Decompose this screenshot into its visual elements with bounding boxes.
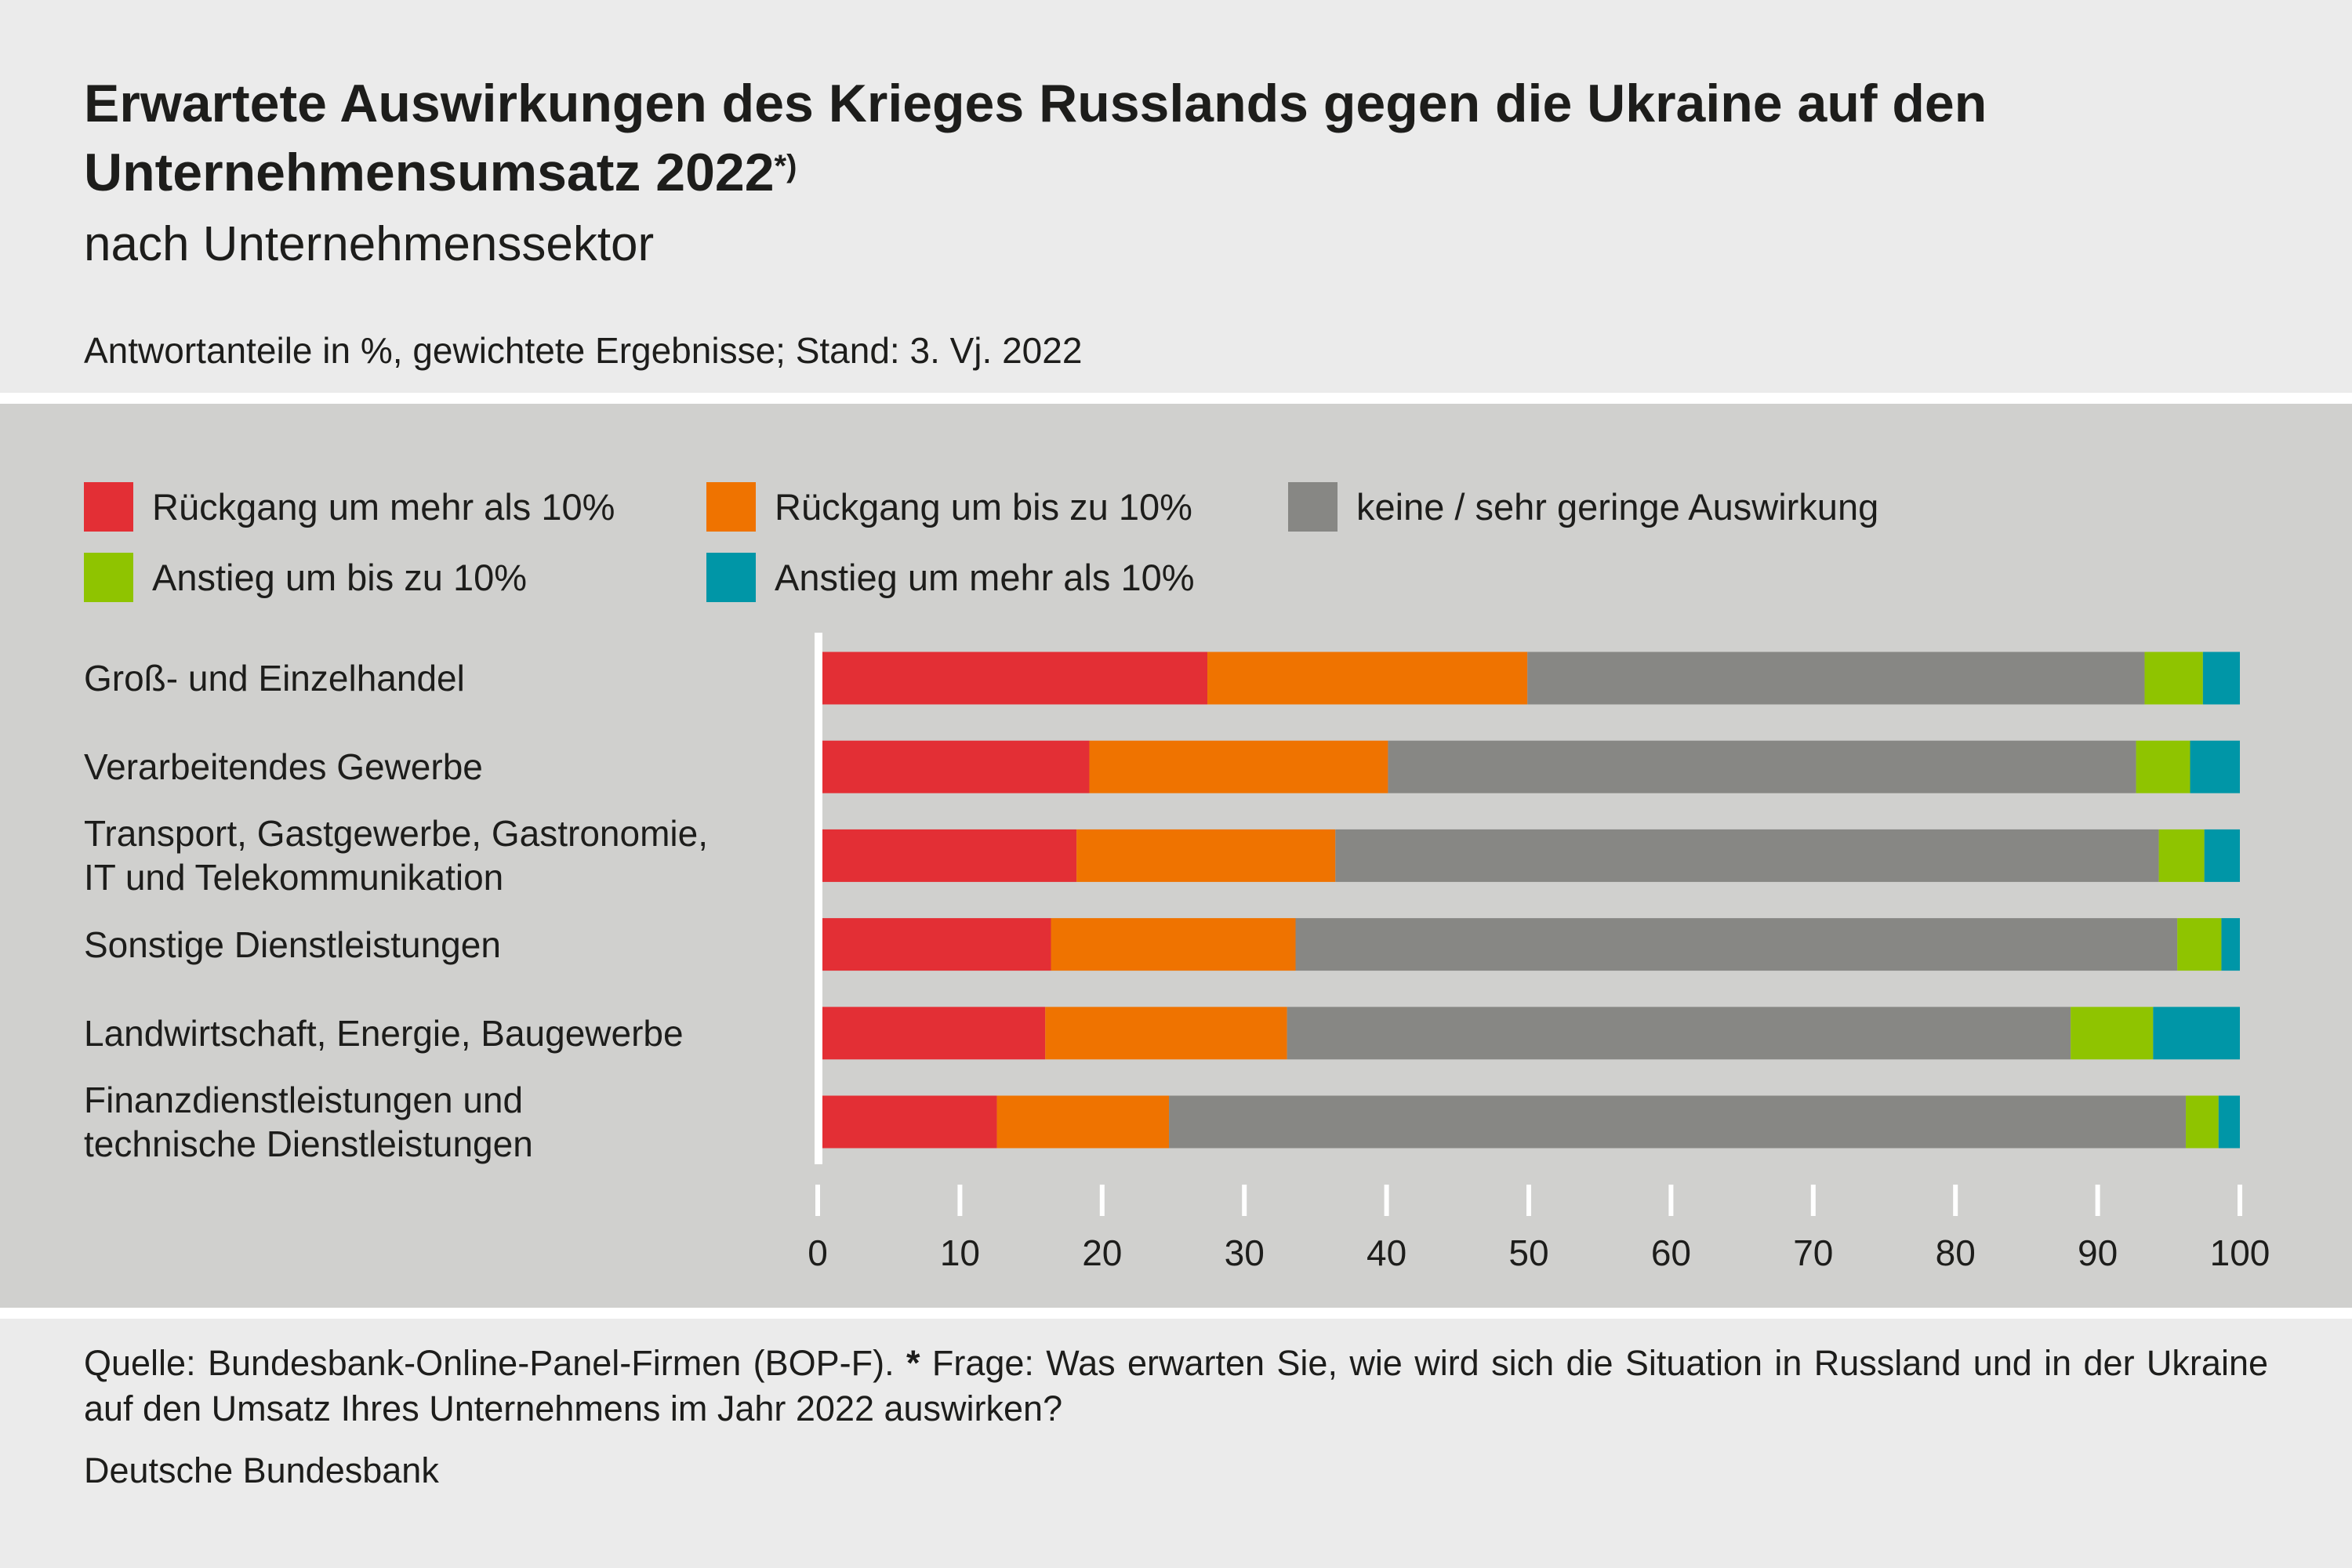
category-label: Verarbeitendes Gewerbe (84, 745, 483, 789)
legend-label: Rückgang um mehr als 10% (152, 486, 615, 528)
footnote-text: Frage: Was erwarten Sie, wie wird sich d… (84, 1343, 2268, 1428)
divider (0, 393, 2352, 404)
footnote-mark: * (906, 1343, 920, 1383)
x-tick (1953, 1185, 1958, 1216)
legend-item: Rückgang um bis zu 10% (706, 482, 1192, 532)
bar-segment (1527, 652, 2145, 705)
divider (0, 1308, 2352, 1319)
bar-segment (2153, 1007, 2240, 1060)
bar-segment (818, 652, 1208, 705)
x-tick (815, 1185, 820, 1216)
legend-label: Anstieg um bis zu 10% (152, 557, 528, 598)
category-label: Groß- und Einzelhandel (84, 656, 465, 700)
chart-subtitle: nach Unternehmenssektor (84, 217, 655, 271)
bar-segment (2190, 740, 2240, 793)
y-axis-line (815, 633, 822, 1164)
x-tick-label: 70 (1793, 1232, 1833, 1273)
bar-segment (2186, 1095, 2219, 1149)
bar-segment (2204, 829, 2240, 882)
legend-swatch (706, 482, 756, 532)
bar-segment (818, 829, 1077, 882)
category-label: Sonstige Dienstleistungen (84, 923, 501, 967)
bar-segment (818, 740, 1090, 793)
bar-segment (1335, 829, 2159, 882)
bar-segment (2202, 652, 2240, 705)
bar-segment (2071, 1007, 2154, 1060)
legend-label: keine / sehr geringe Auswirkung (1356, 486, 1879, 528)
bar-segment (1169, 1095, 2187, 1149)
x-tick-label: 80 (1936, 1232, 1976, 1273)
organization: Deutsche Bundesbank (84, 1450, 439, 1490)
x-tick-label: 100 (2210, 1232, 2270, 1273)
x-tick (1242, 1185, 1247, 1216)
x-tick-label: 20 (1082, 1232, 1122, 1273)
legend-item: keine / sehr geringe Auswirkung (1288, 482, 1878, 532)
title-line-1: Erwartete Auswirkungen des Krieges Russl… (84, 74, 1987, 133)
bar-segment (2144, 652, 2203, 705)
category-label-line: Transport, Gastgewerbe, Gastronomie, (84, 813, 708, 855)
category-label-line: Finanzdienstleistungen und (84, 1080, 524, 1120)
category-label: Finanzdienstleistungen und technische Die… (84, 1078, 533, 1166)
legend-item: Anstieg um mehr als 10% (706, 553, 1195, 602)
x-tick-label: 0 (808, 1232, 828, 1273)
legend-label: Anstieg um mehr als 10% (775, 557, 1195, 598)
x-tick-label: 50 (1508, 1232, 1548, 1273)
category-label-line: technische Dienstleistungen (84, 1123, 533, 1164)
bar-segment (1051, 918, 1296, 971)
x-tick-label: 60 (1651, 1232, 1691, 1273)
x-tick (1668, 1185, 1674, 1216)
legend-swatch (1288, 482, 1338, 532)
category-label-line: Landwirtschaft, Energie, Baugewerbe (84, 1012, 684, 1054)
category-label-line: Verarbeitendes Gewerbe (84, 746, 483, 788)
x-tick-label: 90 (2078, 1232, 2118, 1273)
bar-segment (1076, 829, 1336, 882)
bar-segment (2221, 918, 2240, 971)
legend-swatch (706, 553, 756, 602)
x-tick-label: 10 (940, 1232, 980, 1273)
x-tick (1099, 1185, 1105, 1216)
x-tick-label: 40 (1367, 1232, 1406, 1273)
bar-segment (1045, 1007, 1287, 1060)
bar-segment (1089, 740, 1388, 793)
chart-note: Antwortanteile in %, gewichtete Ergebnis… (84, 330, 1083, 371)
x-tick (1384, 1185, 1389, 1216)
bar-segment (1388, 740, 2136, 793)
chart-title: Erwartete Auswirkungen des Krieges Russl… (84, 69, 2342, 207)
bar-segment (2136, 740, 2190, 793)
category-label: Transport, Gastgewerbe, Gastronomie, IT u… (84, 811, 708, 899)
x-tick (1526, 1185, 1531, 1216)
bar-segment (1207, 652, 1528, 705)
x-tick (2095, 1185, 2100, 1216)
legend-swatch (84, 553, 133, 602)
x-tick (957, 1185, 963, 1216)
category-label-line: IT und Telekommunikation (84, 857, 504, 898)
bar-segment (818, 918, 1051, 971)
bar-segment (1287, 1007, 2071, 1060)
bar-segment (2158, 829, 2205, 882)
source-note: Quelle: Bundesbank-Online-Panel-Firmen (… (84, 1341, 2268, 1432)
source-text: Quelle: Bundesbank-Online-Panel-Firmen (… (84, 1343, 906, 1383)
legend-label: Rückgang um bis zu 10% (775, 486, 1192, 528)
bar-segment (2218, 1095, 2240, 1149)
bar-segment (1295, 918, 2178, 971)
legend-item: Rückgang um mehr als 10% (84, 482, 615, 532)
bar-segment (818, 1095, 997, 1149)
legend-swatch (84, 482, 133, 532)
category-label-line: Groß- und Einzelhandel (84, 658, 465, 699)
title-line-2: Unternehmensumsatz 2022 (84, 143, 775, 202)
x-tick-label: 30 (1225, 1232, 1265, 1273)
footnote-mark: *) (774, 149, 797, 183)
category-label: Landwirtschaft, Energie, Baugewerbe (84, 1011, 684, 1055)
bar-segment (818, 1007, 1046, 1060)
bar-segment (996, 1095, 1170, 1149)
legend-item: Anstieg um bis zu 10% (84, 553, 527, 602)
x-tick (1810, 1185, 1816, 1216)
x-tick (2238, 1185, 2242, 1216)
category-label-line: Sonstige Dienstleistungen (84, 924, 501, 965)
bar-segment (2177, 918, 2222, 971)
